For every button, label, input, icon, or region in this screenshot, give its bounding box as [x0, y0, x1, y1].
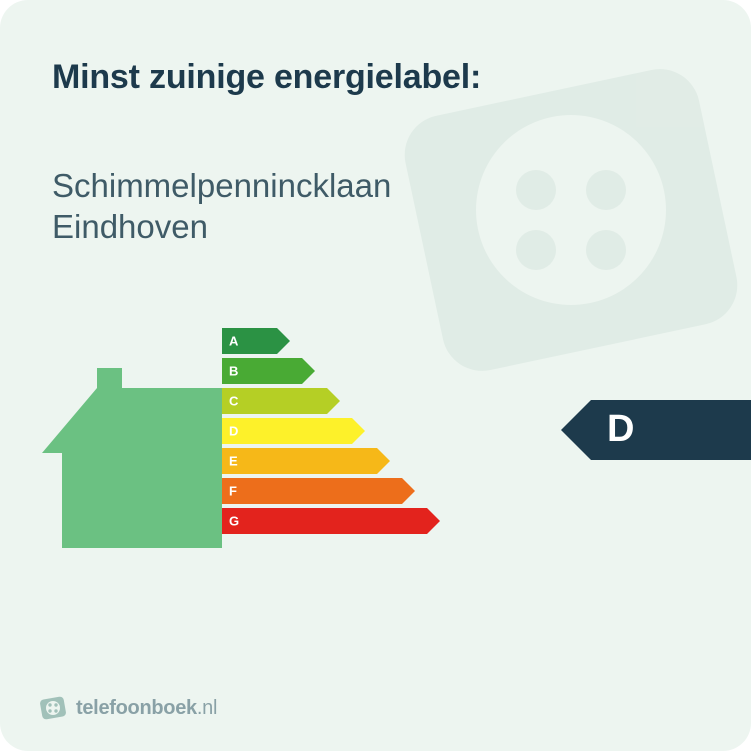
energy-bar-g: G [222, 508, 440, 534]
energy-bar-label: D [229, 423, 238, 438]
energy-bar-label: G [229, 513, 239, 528]
energy-bar-e: E [222, 448, 440, 474]
energy-bar-label: C [229, 393, 238, 408]
brand-text: telefoonboek [76, 697, 197, 719]
card-subtitle: Schimmelpennincklaan Eindhoven [52, 165, 699, 248]
energy-bar-label: B [229, 363, 238, 378]
brand-name: telefoonboek.nl [76, 697, 217, 720]
house-icon [42, 358, 222, 548]
current-rating-badge: D [561, 400, 751, 460]
energy-bar-c: C [222, 388, 440, 414]
brand-tld: .nl [197, 697, 217, 719]
card-title: Minst zuinige energielabel: [52, 58, 699, 97]
energy-bar-label: E [229, 453, 238, 468]
energy-bar-d: D [222, 418, 440, 444]
energy-chart: ABCDEFG D [162, 318, 699, 588]
energy-bar-label: A [229, 333, 238, 348]
city-name: Eindhoven [52, 206, 699, 247]
energy-bars: ABCDEFG [222, 328, 440, 534]
energy-label-card: Minst zuinige energielabel: Schimmelpenn… [0, 0, 751, 751]
energy-bar-f: F [222, 478, 440, 504]
current-rating-letter: D [607, 408, 634, 451]
energy-bar-a: A [222, 328, 440, 354]
energy-bar-b: B [222, 358, 440, 384]
street-name: Schimmelpennincklaan [52, 165, 699, 206]
brand-logo-icon [40, 695, 66, 721]
footer: telefoonboek.nl [40, 695, 217, 721]
energy-bar-label: F [229, 483, 237, 498]
